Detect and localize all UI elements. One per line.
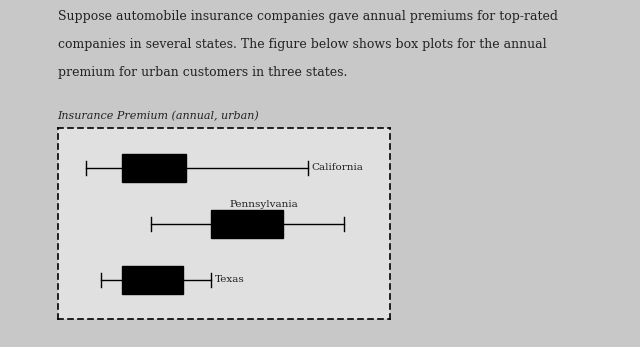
PathPatch shape — [211, 210, 283, 238]
Text: premium for urban customers in three states.: premium for urban customers in three sta… — [58, 66, 347, 79]
Text: Insurance Premium (annual, urban): Insurance Premium (annual, urban) — [58, 111, 259, 121]
Text: Texas: Texas — [215, 276, 245, 285]
Text: California: California — [312, 163, 364, 172]
Text: Suppose automobile insurance companies gave annual premiums for top-rated: Suppose automobile insurance companies g… — [58, 10, 557, 23]
Text: companies in several states. The figure below shows box plots for the annual: companies in several states. The figure … — [58, 38, 546, 51]
PathPatch shape — [122, 154, 186, 182]
Text: Pennsylvania: Pennsylvania — [229, 200, 298, 209]
PathPatch shape — [122, 266, 183, 294]
